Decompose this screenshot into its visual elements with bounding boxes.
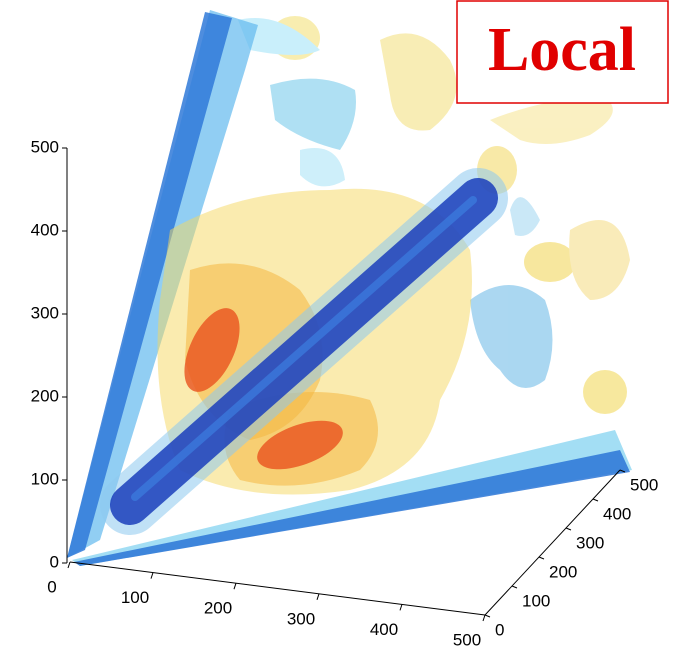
x-tick-label: 500 xyxy=(453,630,481,649)
z-tick-label: 200 xyxy=(31,386,59,405)
y-tick xyxy=(512,586,517,588)
y-tick-label: 300 xyxy=(576,533,604,552)
x-tick xyxy=(483,615,485,621)
y-tick-label: 400 xyxy=(603,504,631,523)
z-tick-label: 500 xyxy=(31,137,59,156)
x-tick xyxy=(234,583,236,589)
x-tick-label: 100 xyxy=(121,588,149,607)
y-tick xyxy=(485,615,490,617)
x-tick xyxy=(317,594,319,600)
x-tick-label: 300 xyxy=(287,609,315,628)
y-tick-label: 500 xyxy=(630,475,658,494)
y-tick xyxy=(539,557,544,559)
x-tick xyxy=(400,604,402,610)
x-tick-label: 0 xyxy=(47,577,56,596)
y-tick-label: 200 xyxy=(549,562,577,581)
page: {"chart_data": {"type": "isosurface3d", … xyxy=(0,0,685,651)
z-tick-label: 400 xyxy=(31,220,59,239)
y-tick-label: 100 xyxy=(522,591,550,610)
y-tick xyxy=(593,499,598,501)
x-tick xyxy=(151,573,153,579)
x-tick xyxy=(68,562,70,568)
y-tick xyxy=(566,528,571,530)
x-tick-label: 400 xyxy=(370,620,398,639)
z-tick-label: 100 xyxy=(31,469,59,488)
z-tick-label: 0 xyxy=(50,552,59,571)
chart-title: Local xyxy=(488,16,636,84)
chart: 0 100 200 300 400 500 0 100 200 300 400 500 0 100 200 3… xyxy=(0,0,685,651)
x-tick-label: 200 xyxy=(204,599,232,618)
z-tick-label: 300 xyxy=(31,303,59,322)
y-tick-label: 0 xyxy=(495,620,504,639)
